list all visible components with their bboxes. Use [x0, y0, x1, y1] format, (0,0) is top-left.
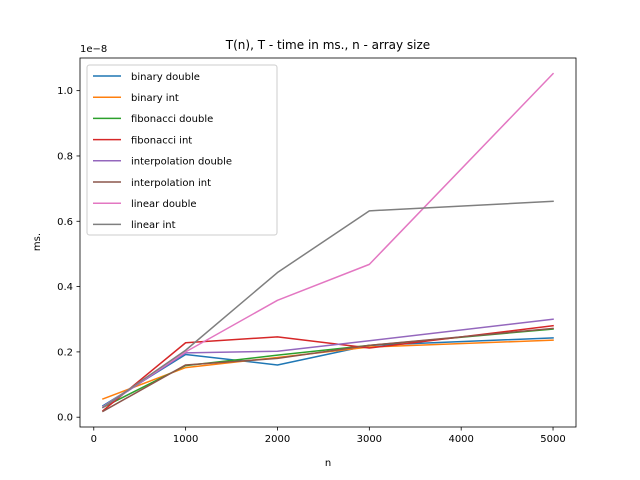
series-line-0 [101, 337, 554, 407]
x-axis-label: n [325, 458, 331, 469]
x-tick-label: 4000 [448, 434, 473, 445]
legend-label-2: fibonacci double [131, 114, 213, 125]
y-tick-label: 1.0 [57, 86, 73, 97]
series-line-5 [101, 327, 554, 413]
legend-label-6: linear double [131, 199, 197, 210]
y-tick-label: 0.4 [57, 282, 73, 293]
axes-frame [79, 57, 577, 428]
legend: binary double binary int fibonacci double f… [86, 64, 278, 236]
series-line-1 [101, 339, 554, 400]
legend-label-7: linear int [131, 220, 176, 231]
legend-label-5: interpolation int [131, 178, 211, 189]
y-tick-label: 0.6 [57, 217, 73, 228]
series-line-3 [101, 324, 554, 412]
series-line-7 [101, 200, 554, 409]
plot-area: 0 1000 2000 3000 4000 5000 0.0 0.2 0.4 0.6 0.8 1.0 [57, 57, 577, 445]
legend-label-1: binary int [131, 93, 179, 104]
x-tick-label: 1000 [173, 434, 198, 445]
chart-title: T(n), T - time in ms., n - array size [225, 38, 430, 52]
x-tick-label: 5000 [540, 434, 565, 445]
x-tick-label: 3000 [357, 434, 382, 445]
series-line-4 [101, 318, 554, 409]
legend-label-3: fibonacci int [131, 135, 192, 146]
legend-label-0: binary double [131, 72, 200, 83]
y-offset-label: 1e−8 [80, 44, 107, 55]
legend-label-4: interpolation double [131, 157, 232, 168]
y-axis-label: ms. [32, 233, 43, 251]
y-tick-label: 0.2 [57, 347, 73, 358]
y-tick-label: 0.8 [57, 151, 73, 162]
legend-box [86, 64, 278, 236]
x-tick-label: 0 [91, 434, 97, 445]
x-tick-label: 2000 [265, 434, 290, 445]
y-tick-label: 0.0 [57, 413, 73, 424]
